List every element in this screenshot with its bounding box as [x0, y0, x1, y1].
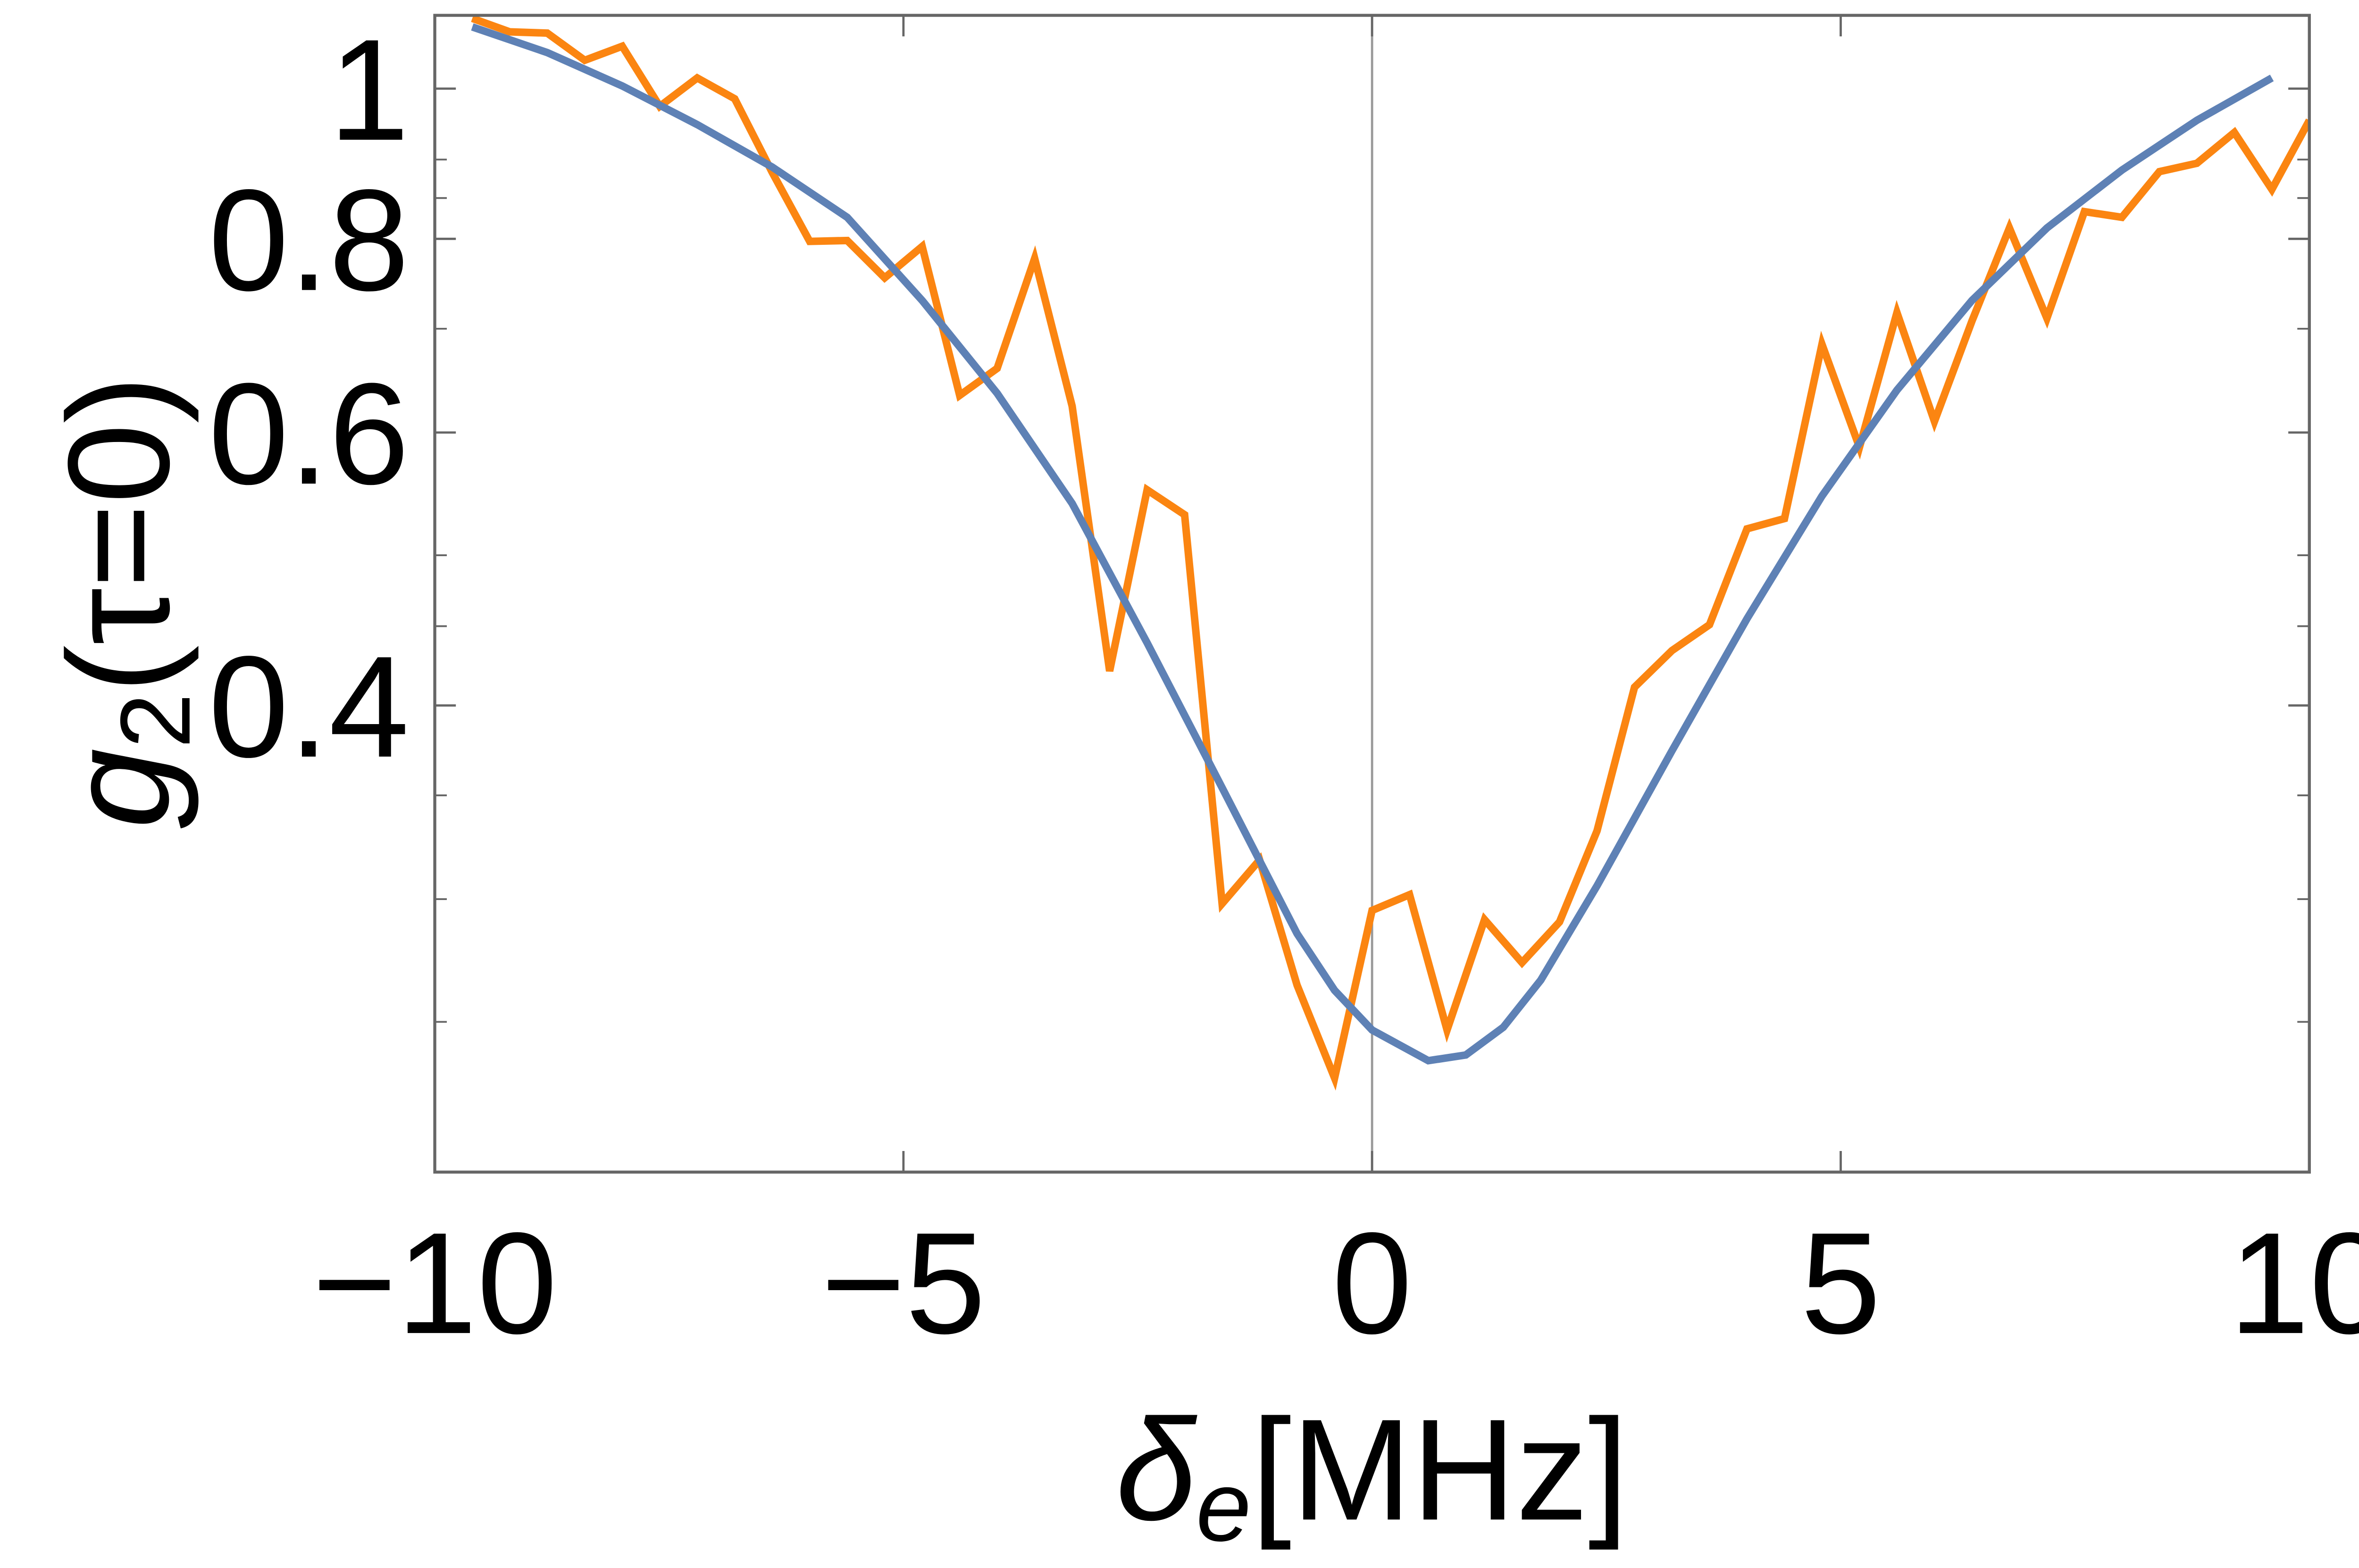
- y-label-sub: 2: [100, 693, 211, 748]
- x-tick-label: −10: [312, 1202, 557, 1364]
- x-label-rest: [MHz]: [1251, 1389, 1628, 1551]
- x-label-main: δ: [1116, 1389, 1199, 1550]
- x-label-sub: e: [1196, 1451, 1251, 1562]
- x-tick-label: 10: [2229, 1202, 2359, 1364]
- y-tick-label: 0.8: [209, 159, 410, 321]
- y-axis-label: g2(τ=0): [38, 375, 211, 829]
- series-line: [471, 15, 2309, 1091]
- y-tick-label: 0.4: [209, 626, 410, 787]
- y-label-rest: (τ=0): [38, 375, 200, 693]
- y-tick-label: 1: [329, 9, 409, 170]
- plot-frame: [433, 14, 2311, 1174]
- series-line: [471, 23, 2274, 1065]
- x-tick-label: 5: [1800, 1202, 1881, 1364]
- x-tick-label: −5: [821, 1202, 986, 1364]
- x-tick-label: 0: [1332, 1202, 1412, 1364]
- y-label-main: g: [38, 748, 200, 829]
- x-axis-label: δe[MHz]: [1116, 1389, 1628, 1562]
- y-tick-label: 0.6: [209, 353, 410, 514]
